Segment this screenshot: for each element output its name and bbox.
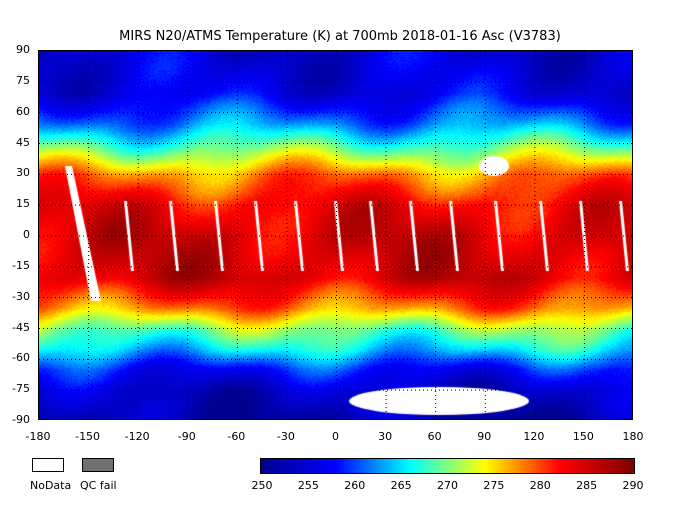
qcfail-swatch [82, 458, 114, 472]
lat-tick-label: 15 [0, 197, 30, 210]
lat-tick-label: 75 [0, 74, 30, 87]
lat-tick-label: -30 [0, 290, 30, 303]
colorbar-tick-label: 260 [340, 479, 370, 492]
lon-tick-label: 150 [563, 430, 603, 443]
lat-tick-label: 0 [0, 228, 30, 241]
lat-tick-label: 90 [0, 43, 30, 56]
colorbar-tick-label: 285 [572, 479, 602, 492]
colorbar-tick-label: 290 [618, 479, 648, 492]
colorbar-tick-label: 255 [293, 479, 323, 492]
lon-tick-label: 0 [316, 430, 356, 443]
colorbar-tick-label: 250 [247, 479, 277, 492]
lon-tick-label: 180 [613, 430, 653, 443]
lat-lon-grid [39, 51, 633, 420]
colorbar [260, 458, 635, 474]
lon-tick-label: -60 [216, 430, 256, 443]
lat-tick-label: -75 [0, 382, 30, 395]
lat-tick-label: -15 [0, 259, 30, 272]
map-title: MIRS N20/ATMS Temperature (K) at 700mb 2… [0, 29, 680, 44]
lon-tick-label: 120 [514, 430, 554, 443]
lat-tick-label: -45 [0, 321, 30, 334]
colorbar-tick-label: 280 [525, 479, 555, 492]
colorbar-tick-label: 265 [386, 479, 416, 492]
lat-tick-label: 45 [0, 136, 30, 149]
nodata-swatch [32, 458, 64, 472]
temperature-map [38, 50, 633, 420]
nodata-label: NoData [30, 479, 71, 492]
lon-tick-label: -180 [18, 430, 58, 443]
lon-tick-label: -30 [266, 430, 306, 443]
lon-tick-label: -150 [68, 430, 108, 443]
lat-tick-label: 60 [0, 105, 30, 118]
lon-tick-label: 60 [415, 430, 455, 443]
colorbar-tick-label: 270 [433, 479, 463, 492]
lon-tick-label: -90 [167, 430, 207, 443]
colorbar-tick-label: 275 [479, 479, 509, 492]
lon-tick-label: 30 [365, 430, 405, 443]
lat-tick-label: -90 [0, 413, 30, 426]
lat-tick-label: 30 [0, 166, 30, 179]
lon-tick-label: -120 [117, 430, 157, 443]
qcfail-label: QC fail [80, 479, 117, 492]
lat-tick-label: -60 [0, 351, 30, 364]
lon-tick-label: 90 [464, 430, 504, 443]
